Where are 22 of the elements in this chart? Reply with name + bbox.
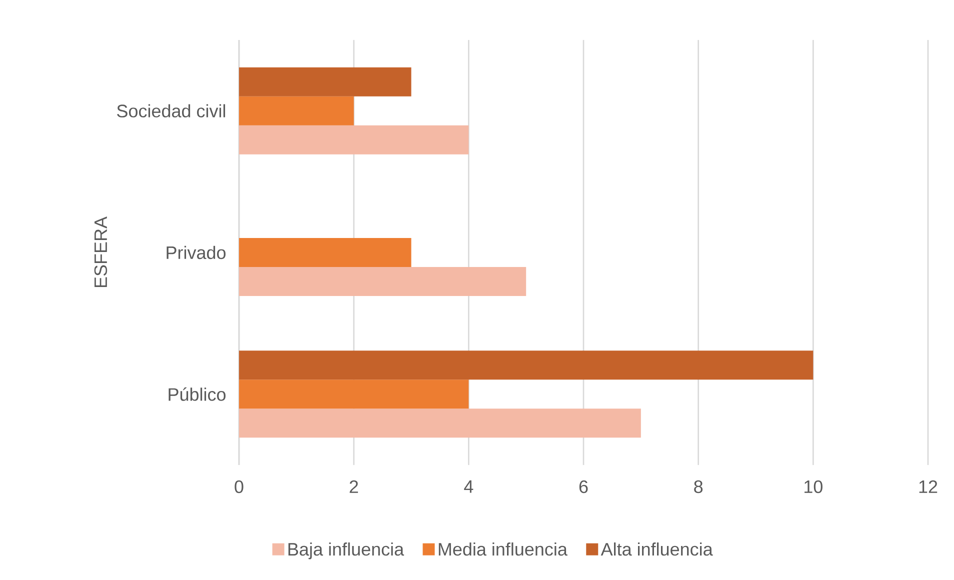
bar xyxy=(239,408,641,438)
bar xyxy=(239,67,412,96)
y-axis-title: ESFERA xyxy=(94,216,108,288)
x-tick-label: 4 xyxy=(464,480,474,493)
legend-label: Alta influencia xyxy=(600,542,713,556)
legend-label: Baja influencia xyxy=(288,542,404,560)
bar xyxy=(239,125,469,154)
bar xyxy=(239,380,469,409)
y-tick-label: Sociedad civil xyxy=(117,104,226,118)
y-tick-label: Público xyxy=(168,387,226,401)
x-tick-label: 2 xyxy=(350,480,358,493)
bar xyxy=(239,96,354,126)
x-tick-label: 0 xyxy=(234,480,244,494)
x-tick-label: 8 xyxy=(694,480,703,494)
x-tick-label: 12 xyxy=(919,480,938,493)
bar xyxy=(239,350,814,380)
x-tick-label: 10 xyxy=(804,480,822,494)
legend-label: Media influencia xyxy=(438,542,568,556)
bar xyxy=(239,266,526,296)
x-tick-label: 6 xyxy=(579,480,588,494)
bar xyxy=(239,238,412,267)
y-tick-label: Privado xyxy=(166,246,226,260)
